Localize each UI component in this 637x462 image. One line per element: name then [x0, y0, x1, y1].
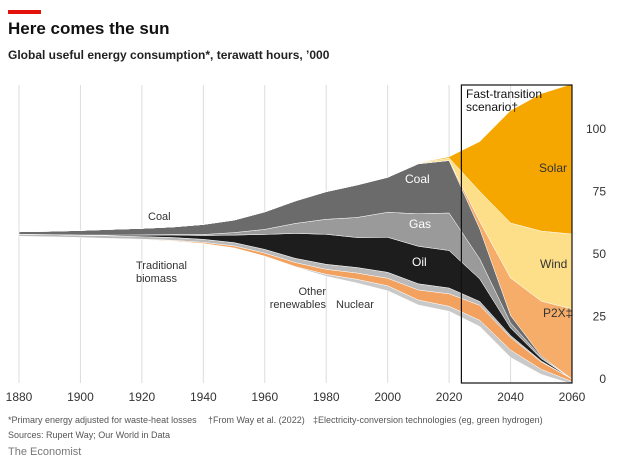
y-tick-label: 0: [599, 372, 606, 386]
x-tick-label: 1880: [6, 390, 33, 404]
brand: The Economist: [8, 446, 82, 458]
x-tick-label: 1940: [190, 390, 217, 404]
x-tick-label: 2000: [374, 390, 401, 404]
brand-bar: [8, 10, 41, 14]
series-label: Traditional biomass: [136, 260, 187, 285]
y-tick-label: 75: [593, 185, 607, 199]
series-label: P2X‡: [543, 306, 573, 320]
footnote: †From Way et al. (2022): [208, 415, 305, 425]
x-tick-label: 1980: [313, 390, 340, 404]
sources: Sources: Rupert Way; Our World in Data: [8, 430, 171, 440]
series-label: Oil: [412, 255, 427, 269]
series-label: Coal: [148, 211, 171, 223]
scenario-box: [460, 84, 573, 384]
x-tick-label: 2060: [559, 390, 586, 404]
series-label: Solar: [539, 161, 568, 175]
scenario-label: Fast-transition scenario†: [466, 87, 543, 114]
x-tick-label: 2040: [497, 390, 524, 404]
series-label: Nuclear: [336, 299, 374, 311]
title: Here comes the sun: [8, 19, 170, 38]
x-tick-label: 2020: [436, 390, 463, 404]
series-label: Other renewables: [269, 286, 326, 311]
series-label: Coal: [405, 172, 430, 186]
series-label: Wind: [540, 257, 568, 271]
footnote: ‡Electricity-conversion technologies (eg…: [313, 415, 543, 425]
x-tick-label: 1960: [251, 390, 278, 404]
series-label: Gas: [409, 217, 432, 231]
subtitle: Global useful energy consumption*, teraw…: [8, 48, 330, 62]
footnote: *Primary energy adjusted for waste-heat …: [8, 415, 197, 425]
y-tick-label: 100: [586, 122, 606, 136]
y-tick-label: 25: [593, 310, 607, 324]
y-tick-label: 50: [593, 247, 607, 261]
x-tick-label: 1900: [67, 390, 94, 404]
x-tick-label: 1920: [129, 390, 156, 404]
